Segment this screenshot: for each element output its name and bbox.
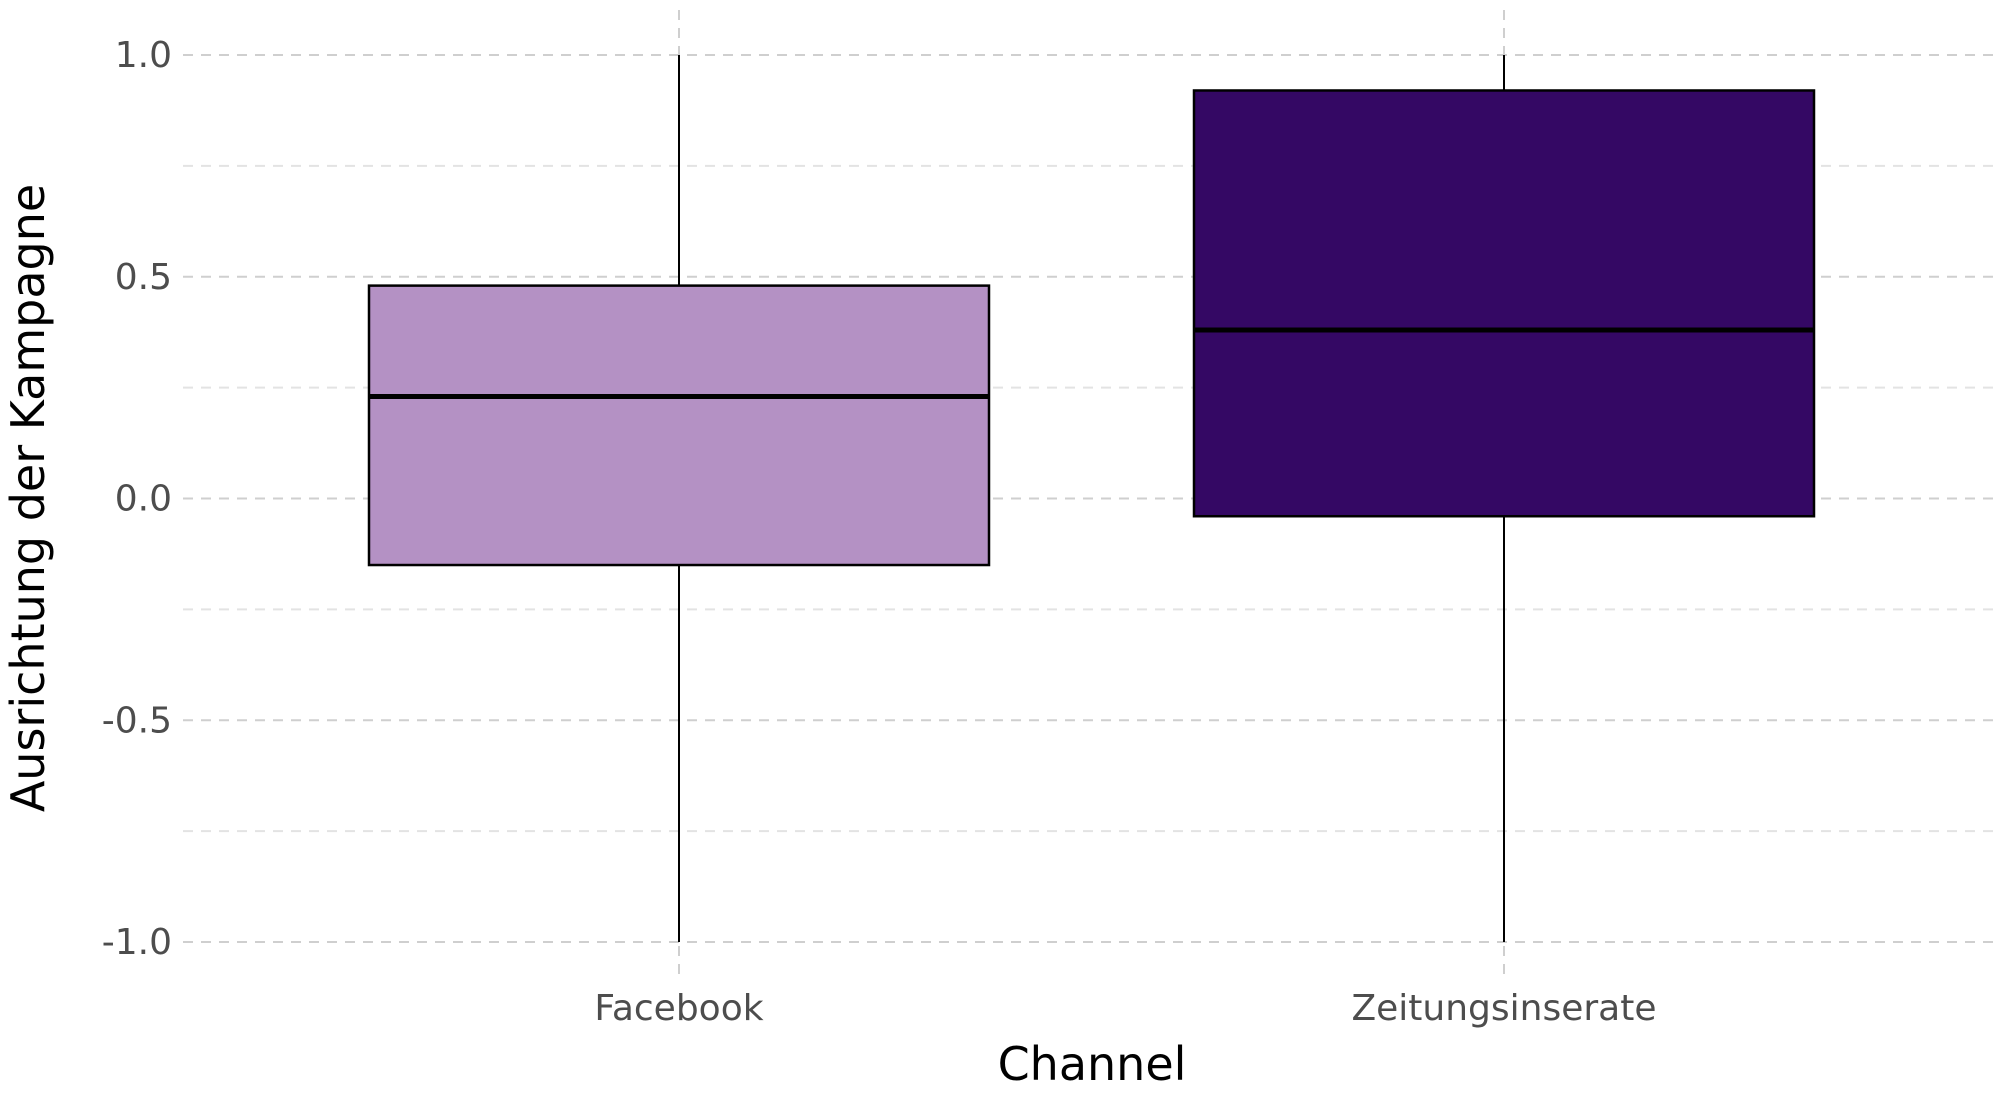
x-tick-labels: Facebook Zeitungsinserate	[594, 988, 1656, 1029]
y-axis-title: Ausrichtung der Kampagne	[1, 184, 55, 812]
box-zeitungsinserate	[1192, 55, 1816, 942]
y-tick-label: -1.0	[102, 922, 172, 963]
y-tick-label: 0.0	[115, 479, 172, 520]
y-tick-labels: 1.0 0.5 0.0 -0.5 -1.0	[102, 35, 172, 963]
x-axis-title: Channel	[998, 1037, 1187, 1091]
y-tick-label: 1.0	[115, 35, 172, 76]
box-facebook	[367, 55, 991, 942]
box-body	[1192, 89, 1816, 518]
x-tick-label: Facebook	[594, 988, 763, 1029]
y-tick-label: -0.5	[102, 700, 172, 741]
boxes	[367, 55, 1816, 942]
x-tick-label: Zeitungsinserate	[1351, 988, 1656, 1029]
box-body	[367, 284, 991, 567]
y-tick-label: 0.5	[115, 257, 172, 298]
